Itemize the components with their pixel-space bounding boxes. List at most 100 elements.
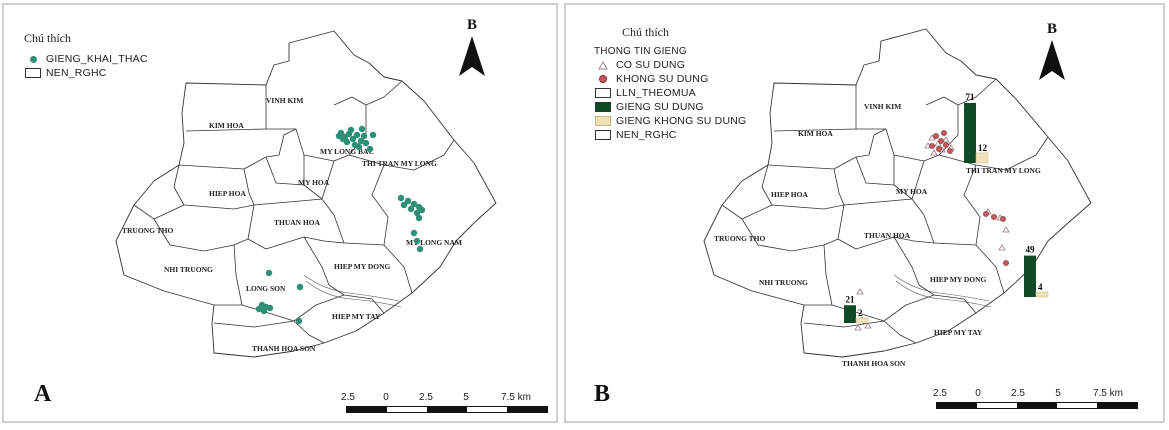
well-point xyxy=(366,145,374,153)
commune-label: THI TRAN MY LONG xyxy=(362,159,437,168)
legend-item: NEN_RGHC xyxy=(594,128,746,142)
map-panel-b: VINH KIM KIM HOA THI TRAN MY LONG HIEP H… xyxy=(564,3,1165,423)
commune-label: HIEP HOA xyxy=(209,189,246,198)
well-point xyxy=(265,269,273,277)
north-arrow-a: B xyxy=(452,17,492,83)
well-point xyxy=(360,132,368,140)
well-point xyxy=(400,201,408,209)
commune-label: MY HOA xyxy=(896,187,928,196)
legend-item: GIENG SU DUNG xyxy=(594,100,746,114)
district-boundary xyxy=(115,30,497,358)
scale-label: 7.5 km xyxy=(500,392,532,403)
well-point xyxy=(349,135,357,143)
commune-label: VINH KIM xyxy=(864,102,901,111)
pink-dot-icon xyxy=(941,130,947,136)
well-point xyxy=(355,143,363,151)
north-arrow-icon xyxy=(459,36,485,76)
legend-item-label: NEN_RGHC xyxy=(616,129,677,141)
well-point xyxy=(413,209,421,217)
used-well-bar xyxy=(1024,255,1036,297)
well-point xyxy=(415,214,423,222)
well-point xyxy=(347,126,355,134)
pink-dot-icon xyxy=(1003,260,1009,266)
pink-dot-icon xyxy=(936,146,942,152)
scale-labels: 2.5 0 2.5 5 7.5 km xyxy=(933,388,1156,402)
well-symbols-unused xyxy=(861,130,1009,324)
triangle-icon xyxy=(864,322,872,329)
legend-b: Chú thích THONG TIN GIENG CO SU DUNG KHO… xyxy=(594,25,746,142)
pink-dot-icon xyxy=(983,211,989,217)
white-box-icon xyxy=(594,130,612,140)
unused-well-bar xyxy=(975,152,989,164)
north-label: B xyxy=(1046,21,1057,37)
well-point xyxy=(335,132,343,140)
used-well-bar xyxy=(844,305,856,323)
pink-dot-icon xyxy=(938,138,944,144)
used-count-label: 21 xyxy=(846,294,856,304)
commune-boundaries xyxy=(133,80,455,344)
commune-label: VINH KIM xyxy=(266,96,303,105)
map-panel-a: VINH KIM KIM HOA MY LONG BAC THI TRAN MY… xyxy=(2,3,558,423)
triangle-icon xyxy=(854,324,862,331)
unused-count-label: 4 xyxy=(1038,282,1043,292)
commune-label: KIM HOA xyxy=(209,121,244,130)
commune-boundaries xyxy=(721,78,1049,344)
commune-label: HIEP MY TAY xyxy=(332,312,381,321)
scale-label: 2.5 xyxy=(1011,388,1025,399)
commune-label: THI TRAN MY LONG xyxy=(966,166,1041,175)
dark-green-box-icon xyxy=(594,102,612,112)
legend-item: NEN_RGHC xyxy=(24,66,148,80)
scale-label: 2.5 xyxy=(341,392,355,403)
well-point xyxy=(260,307,268,315)
well-point xyxy=(418,206,426,214)
triangle-icon xyxy=(934,140,942,147)
well-point xyxy=(357,137,365,145)
unused-count-label: 12 xyxy=(978,143,988,153)
north-arrow-b: B xyxy=(1032,21,1072,87)
commune-label: THUAN HOA xyxy=(864,231,911,240)
scale-label: 2.5 xyxy=(933,388,947,399)
well-point xyxy=(410,229,418,237)
triangle-icon xyxy=(594,60,612,70)
legend-item: GIENG_KHAI_THAC xyxy=(24,52,148,66)
white-box-icon xyxy=(24,68,42,78)
legend-a: Chú thích GIENG_KHAI_THAC NEN_RGHC xyxy=(24,31,148,80)
well-point xyxy=(295,317,303,325)
scale-label: 2.5 xyxy=(419,392,433,403)
commune-label: NHI TRUONG xyxy=(164,265,213,274)
triangle-icon xyxy=(1002,226,1010,233)
well-point xyxy=(358,125,366,133)
well-point xyxy=(369,131,377,139)
commune-label: HIEP MY DONG xyxy=(334,262,391,271)
legend-title: Chú thích xyxy=(622,25,669,39)
scale-bar-graphic xyxy=(936,402,1138,409)
pink-dot-icon xyxy=(933,133,939,139)
pink-dot-icon xyxy=(929,143,935,149)
commune-label: THANH HOA SON xyxy=(252,344,316,353)
well-point xyxy=(353,131,361,139)
scale-label: 0 xyxy=(383,392,389,403)
well-point xyxy=(362,139,370,147)
commune-label: THANH HOA SON xyxy=(842,359,906,368)
legend-item-label: KHONG SU DUNG xyxy=(616,73,709,85)
scale-label: 5 xyxy=(1055,388,1061,399)
commune-label: HIEP MY DONG xyxy=(930,275,987,284)
scale-bar-graphic xyxy=(346,406,548,413)
beige-box-icon xyxy=(594,116,612,126)
river-lines xyxy=(893,274,992,308)
legend-subtitle: THONG TIN GIENG xyxy=(594,45,687,57)
triangle-icon xyxy=(856,288,864,295)
district-map-b: VINH KIM KIM HOA THI TRAN MY LONG HIEP H… xyxy=(703,28,1092,368)
well-points xyxy=(255,125,426,325)
well-point xyxy=(266,304,274,312)
commune-label: KIM HOA xyxy=(798,129,833,138)
legend-item-label: NEN_RGHC xyxy=(46,67,107,79)
commune-label: TRUONG THO xyxy=(714,234,765,243)
unused-well-bar xyxy=(855,317,869,324)
well-point xyxy=(410,200,418,208)
well-point xyxy=(397,194,405,202)
legend-item: LLN_THEOMUA xyxy=(594,86,746,100)
used-count-label: 71 xyxy=(966,92,976,102)
teal-dot-icon xyxy=(24,55,42,63)
well-point xyxy=(407,205,415,213)
